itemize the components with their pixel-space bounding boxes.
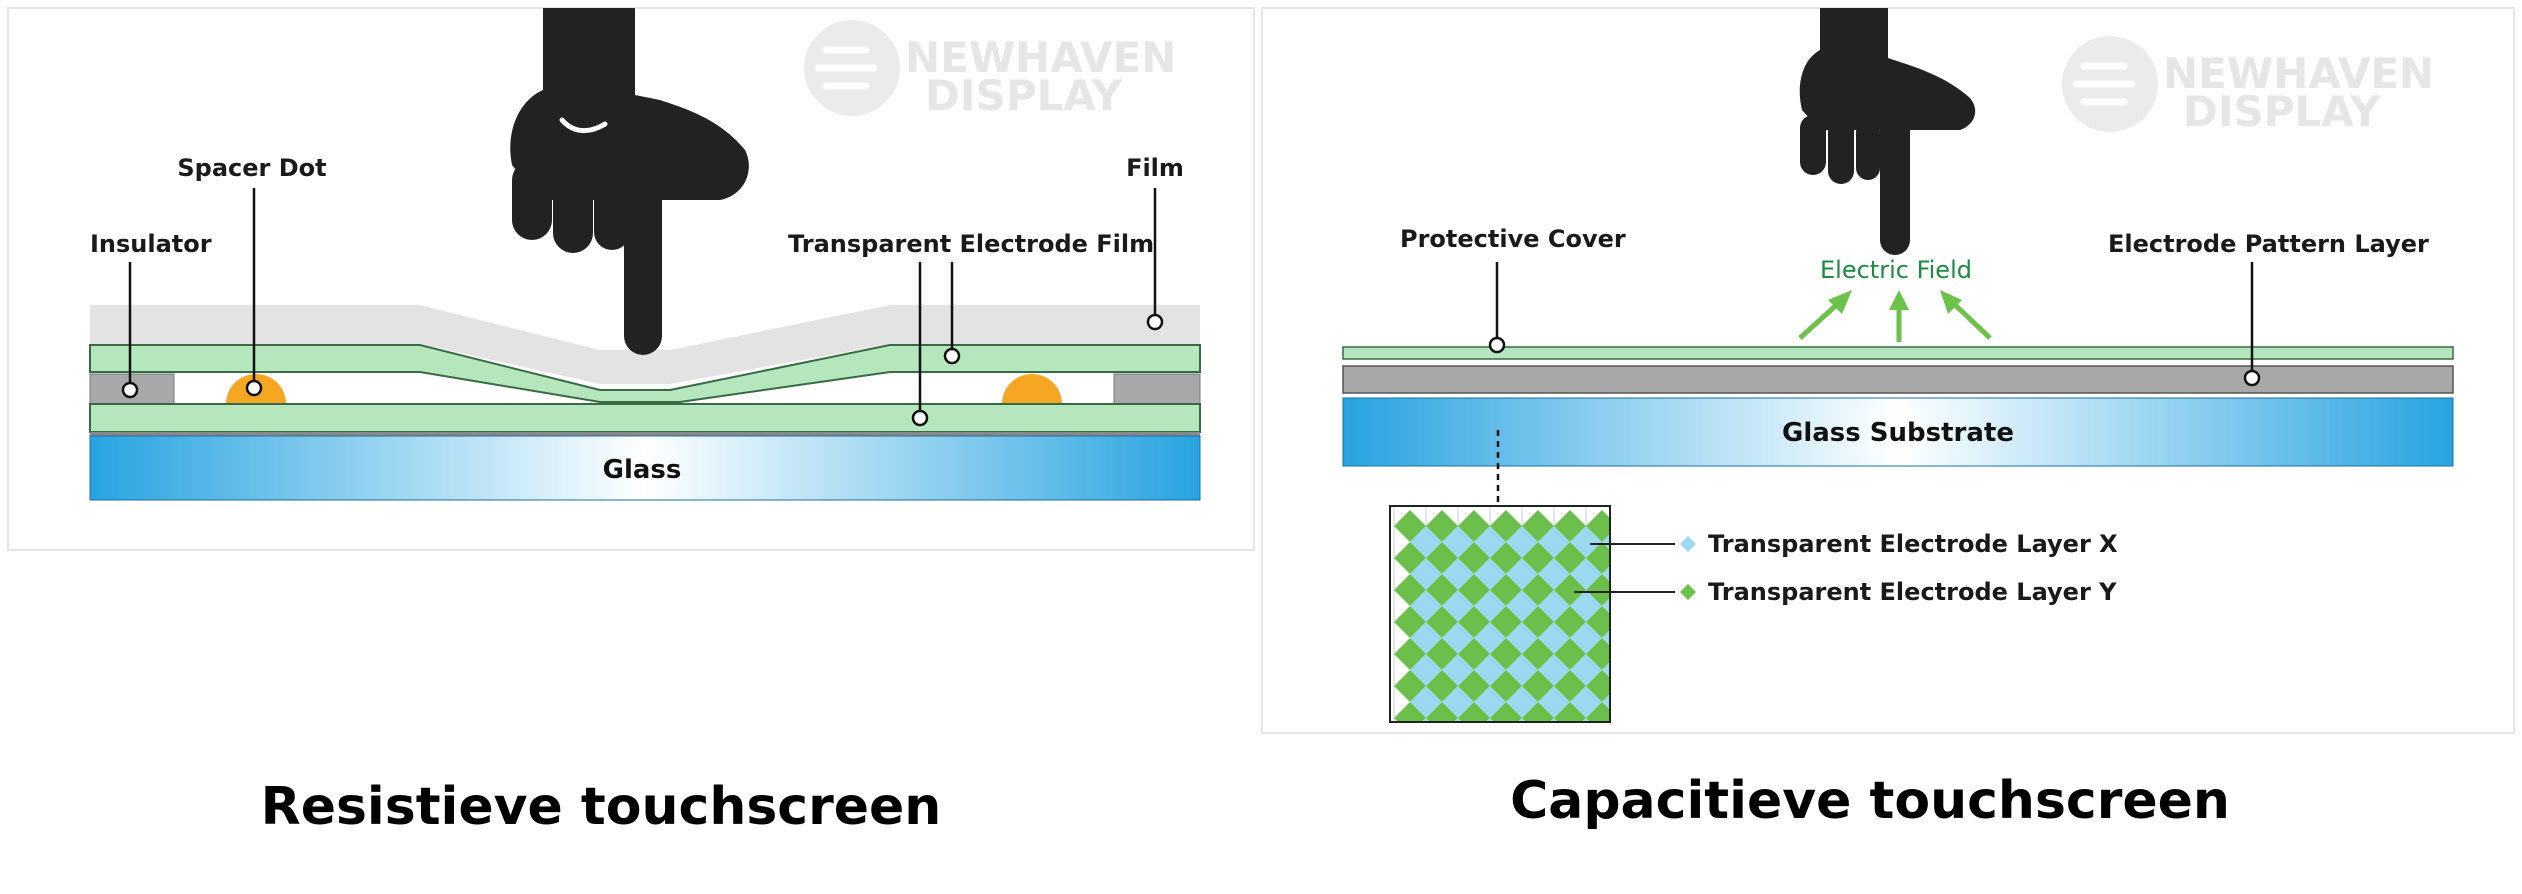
diamond-y [1394,702,1426,722]
diamond-y [1618,510,1650,542]
transparent-electrode-film-label: Transparent Electrode Film [788,230,1154,258]
diamond-y [1586,542,1610,574]
resistive-caption: Resistieve touchscreen [261,777,942,837]
electrode-pattern-layer [1342,365,2454,394]
pointing-hand-icon [510,8,749,355]
watermark-right-line1: NEWHAVEN [2163,49,2434,98]
electrode-pattern-layer-label: Electrode Pattern Layer [2108,230,2429,258]
glass-substrate-label: Glass Substrate [1782,418,2014,448]
diamond-y [1426,734,1458,766]
diamond-x [1602,598,1610,614]
diamond-y [1618,542,1650,574]
glass-label: Glass [603,455,682,485]
bottom-film-edge [90,432,1200,436]
resistive-leaders [121,188,1164,427]
diamond-x [1634,590,1666,622]
diamond-x [1634,686,1666,718]
diamond-y [1586,670,1610,702]
film-label: Film [1126,154,1184,182]
diamond-x [1602,566,1610,582]
electrode-diamond-grid [1389,505,1666,782]
diamond-y [1586,734,1618,766]
diamond-y [1618,702,1650,734]
diamond-y [1554,734,1586,766]
diamond-y [1618,734,1650,766]
capacitive-caption: Capacitieve touchscreen [1510,771,2230,831]
diamond-y [1458,734,1490,766]
layer-y-label: Transparent Electrode Layer Y [1708,578,2117,606]
diamond-y [1618,574,1650,606]
newhaven-watermark-right: NEWHAVEN DISPLAY [2062,36,2434,136]
diamond-y [1522,734,1554,766]
glass-layer [89,435,1201,501]
diamond-y [1618,638,1650,670]
spacer-dot-label: Spacer Dot [177,154,326,182]
diamond-x [1634,526,1666,558]
protective-cover-layer [1342,346,2454,360]
diamond-x [1602,534,1610,550]
diamond-x [1442,750,1474,782]
diamond-y [1394,734,1426,766]
diamond-x [1474,750,1506,782]
grid-legend-leaders [1574,543,1675,593]
film-layer [90,305,1200,384]
watermark-line2: DISPLAY [925,71,1123,120]
insulator-label: Insulator [90,230,212,258]
diamond-x [1602,630,1610,646]
layer-y-swatch [1680,584,1696,600]
bottom-electrode-film [89,403,1201,433]
diamond-y [1426,702,1458,722]
protective-cover-label: Protective Cover [1400,225,1626,253]
diamond-x [1634,558,1666,590]
diamond-y [1618,606,1650,638]
diamond-y [1458,702,1490,722]
watermark-right-line2: DISPLAY [2183,87,2381,136]
newhaven-watermark-left: NEWHAVEN DISPLAY [804,20,1176,120]
top-electrode-film [89,344,1201,403]
diamond-x [1602,694,1610,710]
diamond-y [1490,702,1522,722]
diamond-y [1522,702,1554,722]
diamond-y [1586,574,1610,606]
diamond-y [1554,702,1586,722]
layer-x-swatch [1680,536,1696,552]
layer-x-label: Transparent Electrode Layer X [1708,530,2118,558]
diamond-y [1618,670,1650,702]
diamond-y [1586,510,1610,542]
diamond-x [1410,750,1442,782]
diamond-y [1586,638,1610,670]
pointing-hand-right-icon [1799,8,1976,255]
insulator-right [1113,373,1201,405]
watermark-line1: NEWHAVEN [905,33,1176,82]
diamond-y [1490,734,1522,766]
diamond-x [1602,662,1610,678]
diamond-y [1586,606,1610,638]
capacitive-leaders [1488,262,2261,387]
diamond-y [1586,702,1610,722]
spacer-dot-right [1002,374,1062,404]
diamond-x [1634,622,1666,654]
diamond-x [1634,654,1666,686]
glass-substrate-layer [1342,397,2454,467]
electric-field-arrows [1798,290,1992,342]
electric-field-label: Electric Field [1820,256,1972,284]
